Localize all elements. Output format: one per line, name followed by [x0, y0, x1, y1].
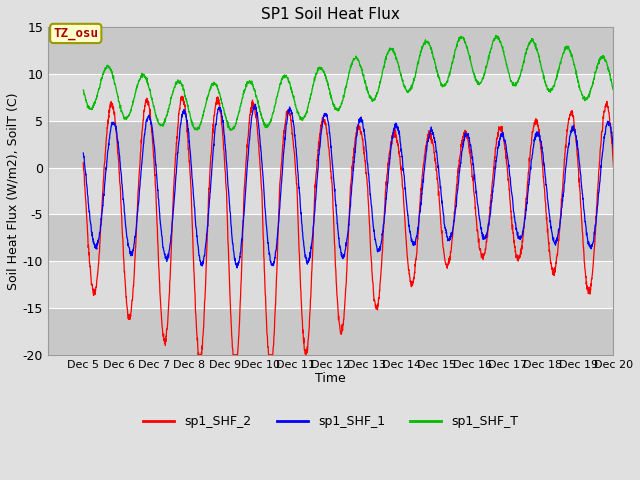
sp1_SHF_T: [578, 92, 586, 98]
sp1_SHF_2: [79, 160, 87, 166]
Bar: [48, 121, 614, 168]
sp1_SHF_1: [252, 101, 259, 107]
sp1_SHF_2: [364, 193, 372, 199]
Line: sp1_SHF_1: sp1_SHF_1: [83, 104, 614, 268]
Bar: [48, 261, 614, 308]
sp1_SHF_2: [503, 161, 511, 167]
sp1_SHF_2: [195, 352, 202, 358]
sp1_SHF_T: [364, 89, 371, 95]
Line: sp1_SHF_T: sp1_SHF_T: [83, 36, 614, 130]
sp1_SHF_T: [503, 61, 511, 67]
sp1_SHF_2: [578, 219, 586, 225]
Line: sp1_SHF_2: sp1_SHF_2: [83, 96, 614, 355]
sp1_SHF_1: [578, 186, 586, 192]
sp1_SHF_2: [376, 288, 383, 293]
Bar: [48, 74, 614, 121]
sp1_SHF_2: [178, 93, 186, 99]
sp1_SHF_1: [563, 154, 571, 160]
Y-axis label: Soil Heat Flux (W/m2), SoilT (C): Soil Heat Flux (W/m2), SoilT (C): [7, 92, 20, 290]
sp1_SHF_T: [376, 84, 383, 90]
sp1_SHF_T: [610, 86, 618, 92]
sp1_SHF_2: [228, 331, 236, 337]
sp1_SHF_2: [610, 164, 618, 169]
Title: SP1 Soil Heat Flux: SP1 Soil Heat Flux: [261, 7, 400, 22]
sp1_SHF_T: [79, 87, 87, 93]
Legend: sp1_SHF_2, sp1_SHF_1, sp1_SHF_T: sp1_SHF_2, sp1_SHF_1, sp1_SHF_T: [138, 410, 524, 433]
sp1_SHF_T: [492, 33, 500, 38]
sp1_SHF_1: [610, 145, 618, 151]
Text: TZ_osu: TZ_osu: [53, 27, 99, 40]
sp1_SHF_T: [563, 43, 571, 49]
sp1_SHF_1: [364, 164, 372, 169]
Bar: [48, 27, 614, 74]
sp1_SHF_1: [233, 265, 241, 271]
Bar: [48, 215, 614, 261]
Bar: [48, 168, 614, 215]
sp1_SHF_1: [503, 150, 511, 156]
X-axis label: Time: Time: [316, 372, 346, 385]
sp1_SHF_1: [79, 150, 87, 156]
sp1_SHF_T: [193, 127, 201, 133]
sp1_SHF_1: [376, 248, 383, 254]
sp1_SHF_T: [228, 127, 236, 132]
Bar: [48, 308, 614, 355]
sp1_SHF_1: [227, 224, 235, 229]
sp1_SHF_2: [563, 127, 571, 132]
